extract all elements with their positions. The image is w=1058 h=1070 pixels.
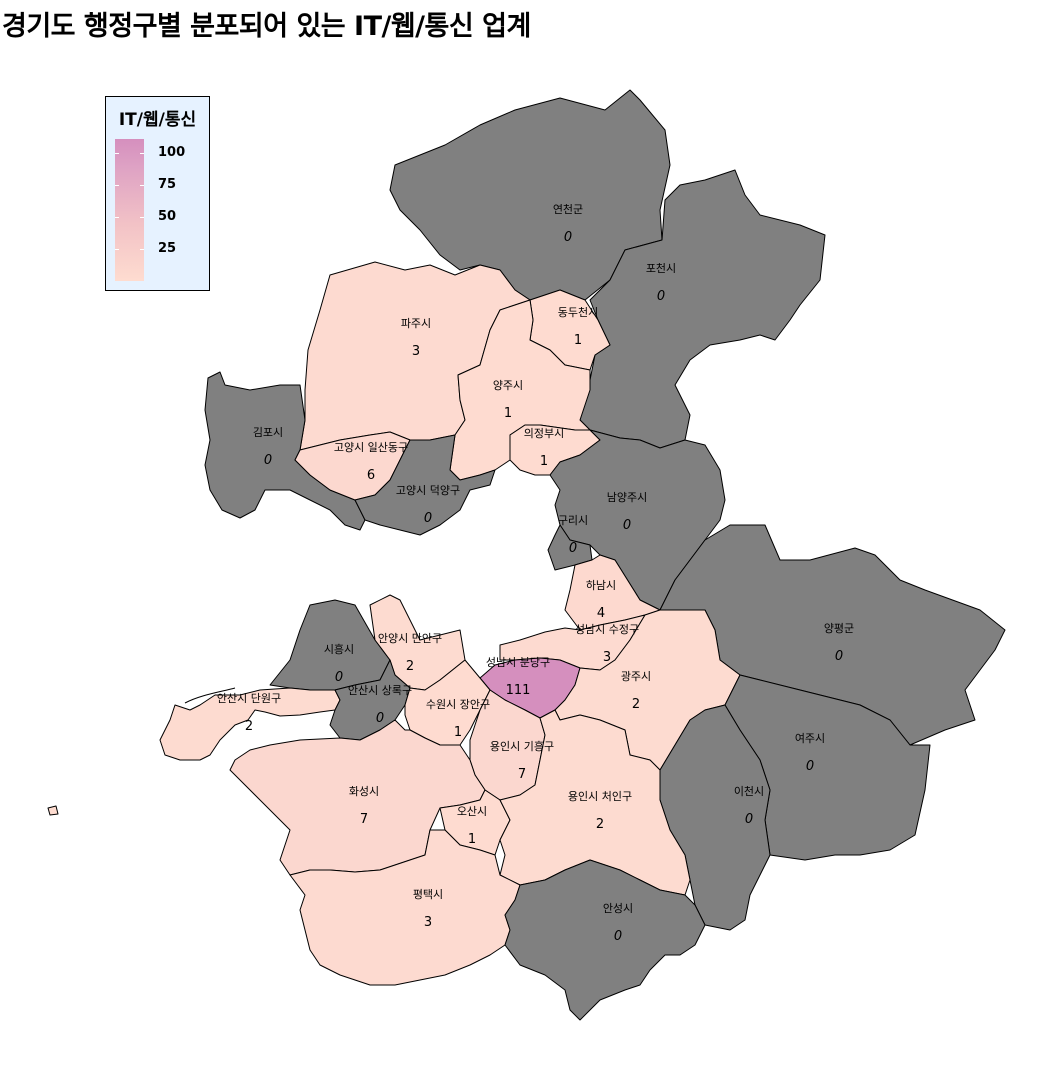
region-value-label: 0 (657, 289, 665, 304)
region-name-label: 이천시 (734, 784, 764, 798)
region-name-label: 남양주시 (607, 491, 647, 504)
region-goyang-deogyang[interactable] (354, 434, 496, 536)
coastline-line (184, 687, 236, 704)
region-name-label: 포천시 (646, 261, 676, 275)
region-name-label: 고양시 덕양구 (396, 484, 460, 497)
region-value-label: 4 (597, 606, 605, 621)
legend-tick-mark (140, 217, 144, 219)
region-value-label: 3 (424, 915, 432, 930)
legend-tick-mark (140, 249, 144, 251)
region-name-label: 고양시 일산동구 (334, 440, 408, 454)
region-name-label: 안양시 만안구 (378, 632, 442, 645)
legend-tick-label: 25 (158, 241, 177, 257)
legend-tick-label: 75 (158, 177, 177, 193)
region-name-label: 화성시 (349, 785, 379, 798)
legend: IT/웹/통신 100 75 50 25 (105, 96, 210, 291)
legend-tick-mark (115, 153, 119, 155)
region-value-label: 7 (518, 767, 526, 782)
region-value-label: 0 (264, 453, 272, 468)
region-value-label: 6 (367, 468, 375, 483)
region-name-label: 안성시 (603, 902, 633, 915)
region-value-label: 0 (335, 670, 343, 685)
region-name-label: 의정부시 (524, 427, 564, 440)
region-value-label: 0 (569, 541, 577, 556)
legend-title: IT/웹/통신 (118, 110, 197, 130)
region-value-label: 0 (614, 929, 622, 944)
region-name-label: 안산시 상록구 (348, 684, 412, 697)
region-ansan-danwon[interactable] (159, 687, 341, 761)
region-name-label: 성남시 수정구 (575, 623, 639, 636)
region-value-label: 2 (632, 697, 640, 712)
region-name-label: 양평군 (824, 622, 854, 635)
legend-colorbar (115, 139, 144, 281)
region-name-label: 안산시 단원구 (217, 692, 281, 705)
legend-tick-mark (115, 217, 119, 219)
region-name-label: 평택시 (413, 888, 443, 901)
region-name-label: 연천군 (553, 202, 583, 216)
region-value-label: 3 (412, 344, 420, 359)
region-value-label: 1 (504, 406, 512, 421)
region-name-label: 용인시 기흥구 (490, 739, 554, 753)
region-value-label: 1 (540, 454, 548, 469)
region-name-label: 여주시 (795, 732, 825, 745)
region-name-label: 파주시 (401, 317, 431, 330)
region-value-label: 0 (745, 812, 753, 827)
region-suwon-jangan[interactable] (404, 659, 491, 746)
legend-tick-mark (115, 185, 119, 187)
region-value-label: 1 (468, 832, 476, 847)
legend-tick-mark (140, 153, 144, 155)
legend-tick-label: 100 (158, 145, 186, 161)
region-name-label: 시흥시 (324, 642, 354, 656)
region-value-label: 0 (835, 649, 843, 664)
region-name-label: 성남시 분당구 (486, 656, 550, 669)
regions-layer (47, 89, 1006, 1021)
region-value-label: 1 (454, 725, 462, 740)
region-value-label: 2 (596, 817, 604, 832)
region-value-label: 111 (506, 683, 531, 698)
region-name-label: 오산시 (457, 805, 487, 818)
legend-tick-mark (115, 249, 119, 251)
region-name-label: 구리시 (558, 514, 588, 527)
region-value-label: 2 (245, 719, 253, 734)
region-name-label: 광주시 (621, 670, 651, 683)
legend-tick-mark (140, 185, 144, 187)
region-value-label: 0 (623, 518, 631, 533)
region-anseong[interactable] (504, 859, 706, 1021)
region-name-label: 용인시 처인구 (568, 790, 632, 803)
region-name-label: 하남시 (586, 578, 616, 592)
region-name-label: 김포시 (253, 426, 283, 439)
labels-layer: 연천군 0 포천시 0 파주시 3 동두천시 1 양주시 1 김포시 0 고양시 일산동구 6 의정부시 1 고… (217, 202, 854, 944)
region-value-label: 0 (424, 511, 432, 526)
region-value-label: 0 (564, 230, 572, 245)
region-islet (47, 805, 59, 816)
region-value-label: 3 (603, 650, 611, 665)
region-value-label: 2 (406, 659, 414, 674)
region-value-label: 1 (574, 333, 582, 348)
region-gimpo[interactable] (204, 371, 366, 531)
region-name-label: 양주시 (493, 379, 523, 392)
region-value-label: 0 (376, 711, 384, 726)
region-name-label: 수원시 장안구 (426, 698, 490, 711)
region-value-label: 0 (806, 759, 814, 774)
region-name-label: 동두천시 (558, 305, 598, 319)
page-title: 경기도 행정구별 분포되어 있는 IT/웹/통신 업계 (2, 11, 531, 42)
legend-tick-label: 50 (158, 209, 177, 225)
region-value-label: 7 (360, 812, 368, 827)
